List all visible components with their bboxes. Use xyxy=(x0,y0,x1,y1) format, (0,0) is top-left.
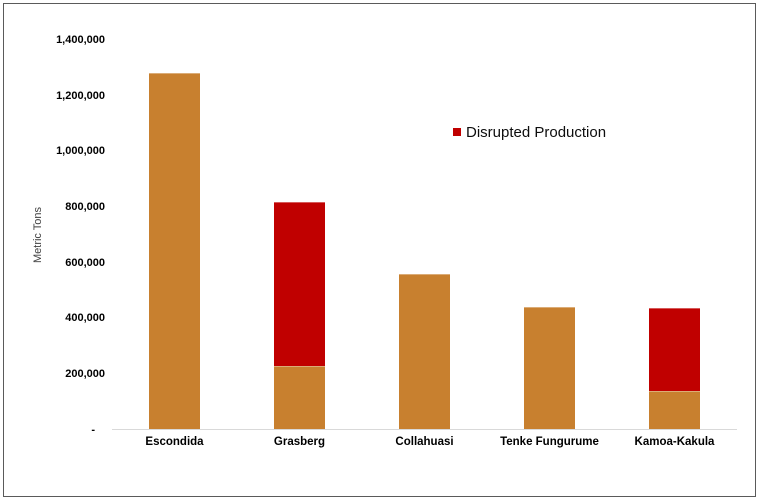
bar-segment-base xyxy=(149,73,200,430)
x-category-label: Collahuasi xyxy=(395,436,454,448)
legend-swatch-disrupted-production-icon xyxy=(453,128,461,136)
y-tick-label: 400,000 xyxy=(65,312,105,325)
y-tick-label: 1,200,000 xyxy=(56,89,105,102)
y-tick-label: 600,000 xyxy=(65,256,105,269)
legend-label-disrupted-production: Disrupted Production xyxy=(466,123,607,141)
y-axis-title: Metric Tons xyxy=(32,206,44,264)
bar-segment-disrupted xyxy=(649,307,700,391)
y-tick-label: 1,000,000 xyxy=(56,145,105,158)
bar-segment-base xyxy=(274,365,325,430)
x-category-label: Kamoa-Kakula xyxy=(634,436,715,448)
x-category-label: Grasberg xyxy=(273,436,326,448)
x-axis-line xyxy=(112,429,737,430)
y-tick-label: - xyxy=(91,423,95,436)
y-tick-label: 1,400,000 xyxy=(56,34,105,46)
bar-segment-base xyxy=(649,390,700,430)
bar-segment-disrupted xyxy=(274,202,325,366)
bar-segment-base xyxy=(399,273,450,430)
x-category-label: Tenke Fungurume xyxy=(500,436,599,448)
y-tick-label: 800,000 xyxy=(65,200,105,213)
y-tick-label: 200,000 xyxy=(65,367,105,380)
legend: Disrupted Production xyxy=(453,123,607,141)
x-category-label: Escondida xyxy=(145,436,204,448)
chart-border xyxy=(3,3,756,497)
bar-segment-base xyxy=(524,307,575,430)
